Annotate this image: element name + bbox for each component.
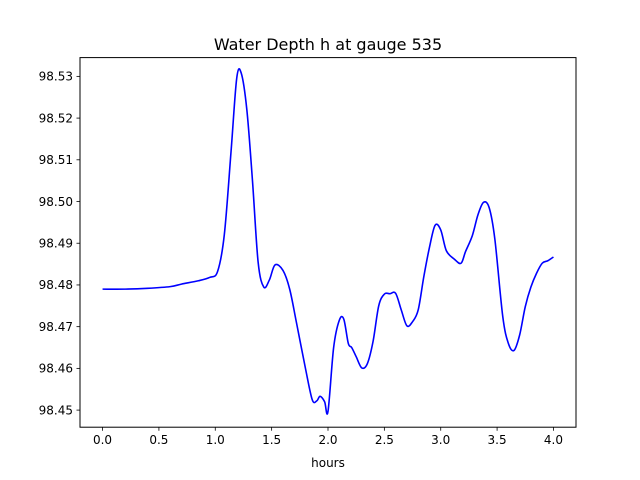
series-line — [102, 68, 554, 415]
y-tick-label: 98.50 — [39, 195, 73, 209]
x-tick-label: 3.0 — [431, 433, 450, 447]
x-tick-label: 0.5 — [149, 433, 168, 447]
x-tick-label: 1.0 — [206, 433, 225, 447]
x-tick-label: 4.0 — [544, 433, 563, 447]
y-tick-label: 98.46 — [39, 362, 73, 376]
y-tick-label: 98.47 — [39, 320, 73, 334]
chart-title: Water Depth h at gauge 535 — [214, 35, 442, 54]
x-tick-label: 0.0 — [93, 433, 112, 447]
x-axis: 0.0 0.5 1.0 1.5 2.0 2.5 3.0 3.5 4.0 — [93, 427, 563, 447]
x-tick-label: 2.5 — [375, 433, 394, 447]
x-tick-label: 3.5 — [488, 433, 507, 447]
x-tick-label: 1.5 — [262, 433, 281, 447]
y-tick-label: 98.48 — [39, 278, 73, 292]
y-tick-label: 98.51 — [39, 153, 73, 167]
y-tick-label: 98.49 — [39, 237, 73, 251]
plot-area — [102, 68, 554, 415]
x-tick-label: 2.0 — [318, 433, 337, 447]
x-axis-label: hours — [311, 456, 345, 470]
y-tick-label: 98.52 — [39, 111, 73, 125]
y-tick-label: 98.45 — [39, 403, 73, 417]
y-axis: 98.45 98.46 98.47 98.48 98.49 98.50 98.51 98.52… — [39, 70, 80, 417]
y-tick-label: 98.53 — [39, 70, 73, 84]
